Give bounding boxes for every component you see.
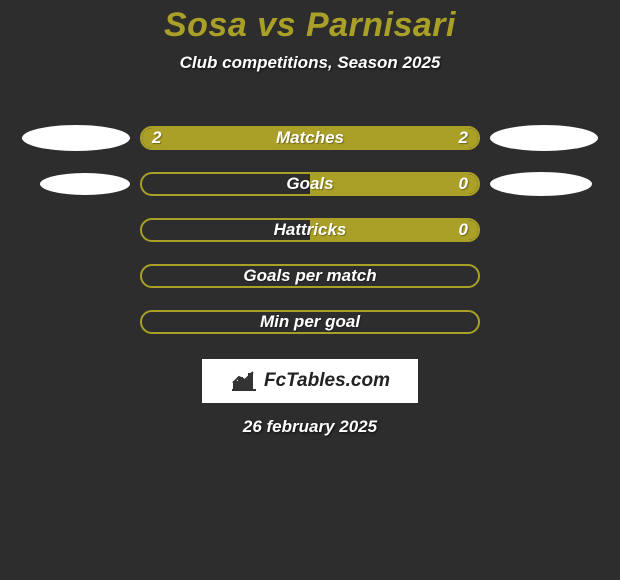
logo-text: FcTables.com <box>264 370 390 392</box>
stat-row: Matches2 2 <box>0 115 620 161</box>
player-marker-right <box>490 172 592 196</box>
barchart-icon <box>230 370 258 392</box>
logo-box: FcTables.com <box>202 359 418 403</box>
page-title: Sosa vs Parnisari <box>0 0 620 45</box>
player-marker-right <box>490 125 598 151</box>
stat-bar: Goals per match <box>140 264 480 288</box>
stat-value-right: 0 <box>459 174 468 194</box>
stat-rows: Matches22Goals0Hattricks0Goals per match… <box>0 115 620 345</box>
stat-label: Goals <box>142 174 478 194</box>
stat-row: Min per goal <box>0 299 620 345</box>
stat-row: Hattricks0 <box>0 207 620 253</box>
stat-row: Goals0 <box>0 161 620 207</box>
stat-bar: Goals0 <box>140 172 480 196</box>
stat-value-left: 2 <box>152 128 161 148</box>
page-subtitle: Club competitions, Season 2025 <box>0 53 620 73</box>
comparison-infographic: Sosa vs Parnisari Club competitions, Sea… <box>0 0 620 580</box>
stat-bar: Hattricks0 <box>140 218 480 242</box>
stat-bar: Matches2 2 <box>140 126 480 150</box>
stat-label: Min per goal <box>142 312 478 332</box>
stat-row: Goals per match <box>0 253 620 299</box>
footer-date: 26 february 2025 <box>0 417 620 437</box>
stat-label: Hattricks <box>142 220 478 240</box>
stat-bar: Min per goal <box>140 310 480 334</box>
player-marker-left <box>22 125 130 151</box>
stat-label: Matches <box>142 128 478 148</box>
stat-value-right: 2 <box>459 128 468 148</box>
stat-label: Goals per match <box>142 266 478 286</box>
player-marker-left <box>40 173 130 195</box>
stat-value-right: 0 <box>459 220 468 240</box>
